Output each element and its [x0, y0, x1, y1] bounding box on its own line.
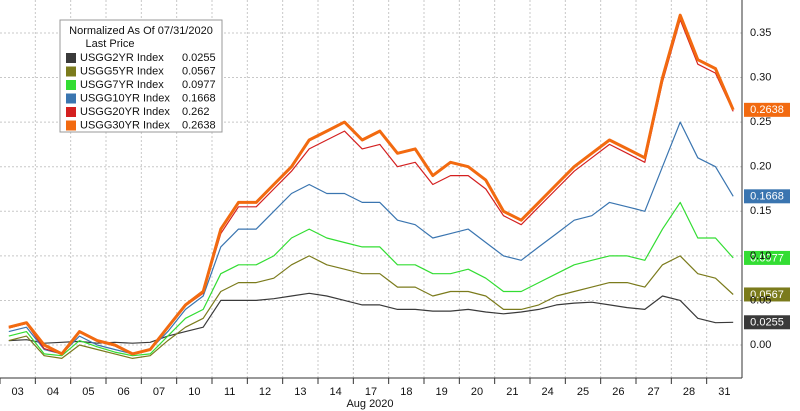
legend-title: Normalized As Of 07/31/2020 [69, 25, 213, 37]
x-tick-label: 11 [224, 386, 235, 398]
x-tick-label: 31 [718, 386, 730, 398]
value-box [744, 189, 790, 204]
legend: Normalized As Of 07/31/2020 Last Price U… [59, 19, 223, 133]
legend-subtitle: Last Price [86, 38, 135, 50]
legend-swatch [66, 66, 76, 77]
x-tick-label: 10 [188, 386, 200, 398]
x-axis-label: Aug 2020 [346, 398, 393, 410]
legend-swatch [66, 53, 76, 63]
y-tick-label: 0.10 [750, 250, 771, 262]
y-tick-label: 0.35 [750, 27, 771, 39]
x-tick-label: 25 [577, 386, 589, 398]
x-tick-label: 06 [118, 386, 130, 398]
legend-label: USGG20YR Index [80, 106, 170, 118]
x-tick-label: 12 [259, 386, 271, 398]
grid [0, 0, 742, 378]
legend-label: USGG10YR Index [80, 92, 170, 104]
x-tick-label: 07 [153, 386, 165, 398]
series-line [8, 255, 734, 359]
y-tick-label: 0.30 [750, 71, 771, 83]
legend-box [59, 19, 223, 133]
value-box [744, 102, 790, 117]
legend-swatch [66, 93, 76, 104]
legend-swatch [66, 107, 76, 117]
legend-value: 0.0977 [182, 79, 216, 91]
series-line [8, 201, 734, 357]
value-box [744, 315, 790, 330]
legend-value: 0.0567 [182, 65, 216, 77]
y-tick-label: 0.00 [750, 339, 771, 351]
y-tick-label: 0.20 [750, 161, 771, 173]
value-box [744, 250, 790, 265]
legend-swatch [66, 120, 76, 131]
x-tick-label: 17 [365, 386, 377, 398]
value-box-label: 0.0977 [750, 252, 784, 264]
x-tick-label: 18 [400, 386, 412, 398]
series-line [8, 292, 734, 344]
legend-value: 0.2638 [182, 119, 216, 131]
legend-label: USGG30YR Index [80, 119, 170, 131]
value-boxes: 0.0255 0.0567 0.0977 0.1668 0.2638 [744, 102, 790, 330]
x-tick-label: 26 [612, 386, 624, 398]
x-tick-label: 14 [330, 386, 342, 398]
lines [8, 13, 735, 359]
x-tick-label: 13 [294, 386, 306, 398]
legend-label: USGG2YR Index [80, 52, 164, 64]
x-tick-label: 05 [82, 386, 94, 398]
value-box-label: 0.2638 [750, 104, 784, 116]
x-tick-label: 24 [542, 386, 554, 398]
legend-swatch [66, 80, 76, 90]
y-tick-label: 0.15 [750, 205, 771, 217]
x-tick-label: 21 [506, 386, 518, 398]
x-tick-label: 27 [648, 386, 660, 398]
value-box [744, 287, 790, 302]
x-tick-label: 04 [47, 386, 59, 398]
x-tick-label: 28 [683, 386, 695, 398]
series-line [8, 13, 735, 356]
y-tick-label: 0.25 [750, 116, 771, 128]
legend-value: 0.262 [182, 106, 210, 118]
legend-label: USGG7YR Index [80, 79, 164, 91]
value-box-label: 0.0255 [750, 317, 784, 329]
legend-value: 0.1668 [182, 92, 216, 104]
x-tick-label: 19 [436, 386, 448, 398]
legend-label: USGG5YR Index [80, 65, 164, 77]
y-tick-label: 0.05 [750, 294, 771, 306]
value-box-label: 0.1668 [750, 191, 784, 203]
x-tick-label: 03 [12, 386, 24, 398]
legend-value: 0.0255 [182, 52, 216, 64]
value-box-label: 0.0567 [750, 289, 784, 301]
x-tick-label: 20 [471, 386, 483, 398]
